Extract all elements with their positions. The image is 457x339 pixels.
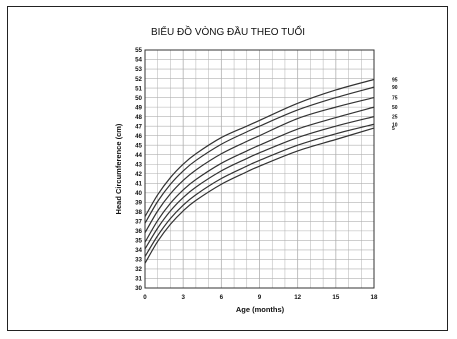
y-tick-label: 38 [135,209,142,216]
series-line-90 [144,86,375,224]
series-label-5: 5 [392,126,395,132]
x-tick-label: 12 [294,294,301,301]
series-label-75: 75 [392,96,398,102]
y-tick-label: 45 [135,142,142,149]
y-axis-label: Head Circumference (cm) [114,123,123,214]
series-label-10: 10 [392,122,398,128]
x-axis-label: Age (months) [236,305,285,314]
y-tick-label: 36 [135,228,142,235]
series-line-25 [144,116,375,250]
y-tick-label: 39 [135,200,142,207]
series-label-90: 90 [392,85,398,91]
y-tick-label: 32 [135,266,142,273]
chart-title: BIỂU ĐỒ VÒNG ĐẦU THEO TUỔI [151,25,305,38]
y-tick-label: 40 [135,190,142,197]
plot-area-border [144,49,375,289]
y-tick-label: 53 [135,66,142,73]
y-tick-label: 37 [135,219,142,226]
y-tick-label: 55 [135,47,142,54]
series-line-10 [144,123,375,257]
series-label-25: 25 [392,115,398,121]
y-tick-label: 41 [135,180,142,187]
x-tick-labels: 0 3 6 9 12 15 18 [143,294,378,301]
series-lines [144,78,375,264]
x-tick-label: 0 [143,294,147,301]
x-tick-label: 15 [332,294,339,301]
y-tick-label: 35 [135,238,142,245]
series-line-50 [144,106,375,243]
y-tick-label: 48 [135,114,142,121]
series-label-95: 95 [392,78,398,84]
y-tick-label: 44 [135,152,142,159]
chart-frame [7,6,448,331]
x-tick-label: 3 [181,294,185,301]
x-tick-label: 9 [258,294,262,301]
y-tick-label: 33 [135,257,142,264]
y-tick-label: 47 [135,123,142,130]
y-tick-label: 52 [135,76,142,83]
y-tick-label: 51 [135,85,142,92]
y-tick-label: 54 [135,57,142,64]
series-line-5 [144,127,375,264]
y-tick-label: 31 [135,276,142,283]
series-line-95 [144,78,375,217]
y-tick-label: 50 [135,95,142,102]
x-tick-label: 6 [220,294,224,301]
y-tick-label: 43 [135,161,142,168]
series-line-75 [144,97,375,234]
x-tick-label: 18 [371,294,378,301]
y-tick-label: 30 [135,285,142,292]
y-tick-labels: 30 31 32 33 34 35 36 37 38 39 40 41 42 43 44 45 46 47 48 49… [135,47,142,292]
grid [144,49,375,289]
y-tick-label: 34 [135,247,142,254]
series-label-50: 50 [392,105,398,111]
y-tick-label: 46 [135,133,142,140]
y-tick-label: 49 [135,104,142,111]
y-tick-label: 42 [135,171,142,178]
